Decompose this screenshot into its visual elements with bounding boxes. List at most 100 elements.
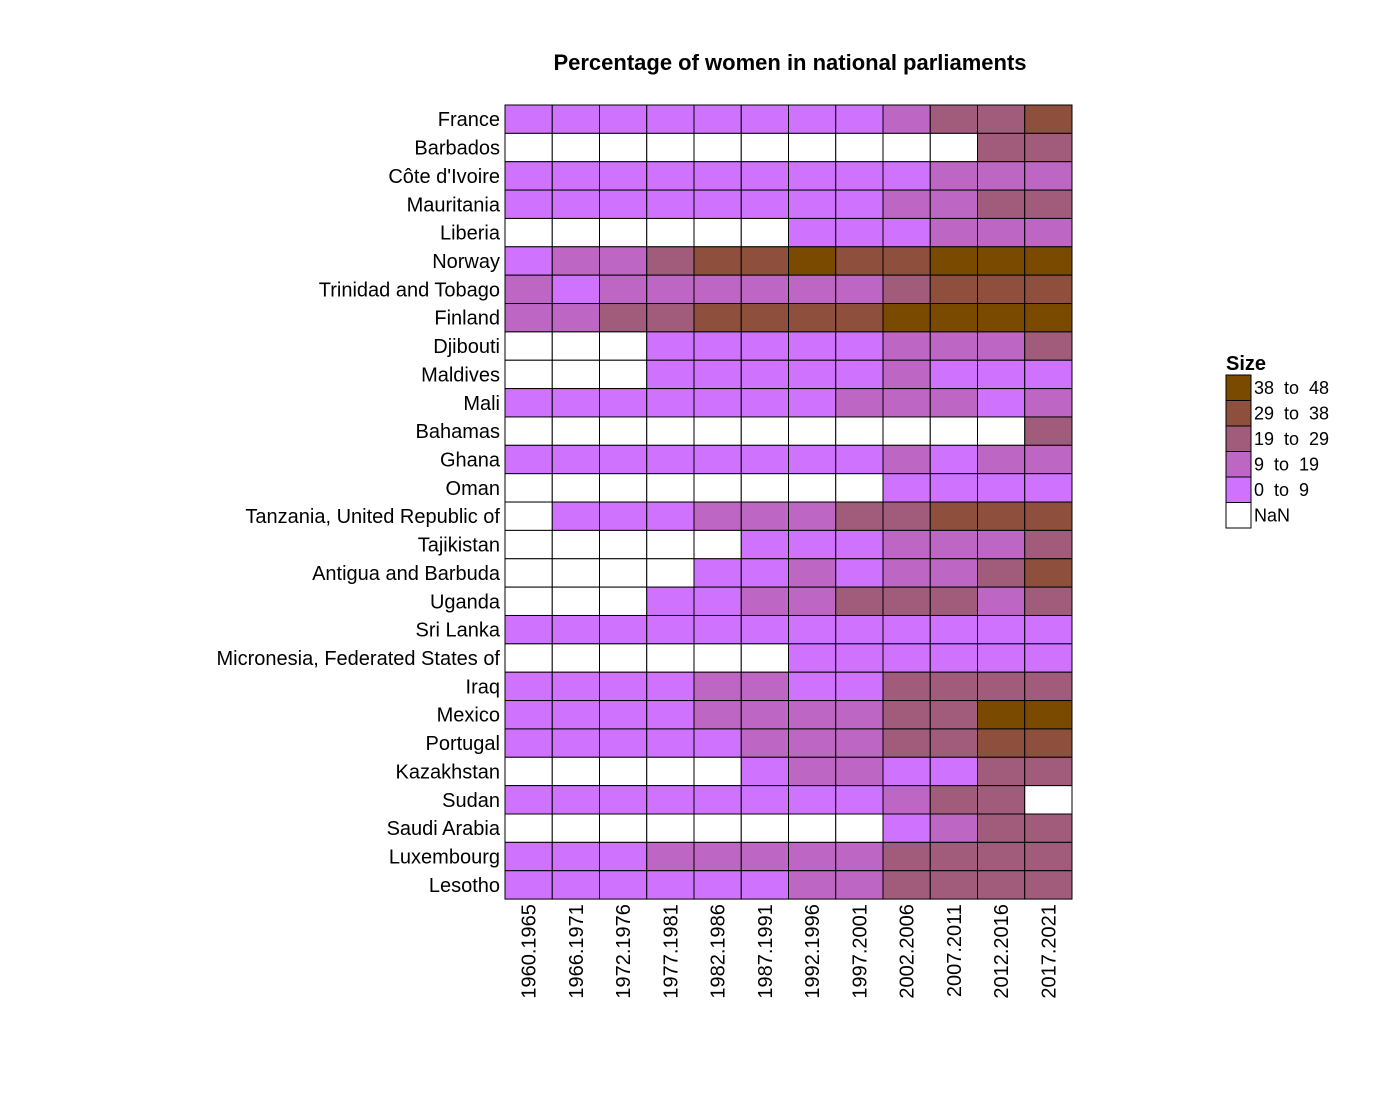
heatmap-cell <box>740 359 789 390</box>
heatmap-cell <box>646 388 695 418</box>
heatmap-cell <box>504 359 553 390</box>
row-label: Tanzania, United Republic of <box>245 506 500 528</box>
heatmap-cell <box>740 614 789 645</box>
heatmap-cell <box>693 671 742 702</box>
heatmap-cell <box>929 303 978 333</box>
heatmap-cell <box>693 728 742 758</box>
heatmap-cell <box>504 614 553 645</box>
heatmap-cell <box>835 331 884 361</box>
heatmap-cell <box>1024 246 1073 276</box>
heatmap-cell <box>599 841 648 872</box>
heatmap-cell <box>929 558 978 588</box>
heatmap-cell <box>929 841 978 872</box>
heatmap-cell <box>599 331 648 361</box>
heatmap-cell <box>788 614 837 645</box>
legend-label: 19 to 29 <box>1254 429 1329 449</box>
heatmap-cell <box>599 189 648 219</box>
row-label: Maldives <box>421 364 500 386</box>
legend: Size 38 to 48 29 to 38 19 to 29 9 to 19 0 to … <box>1225 353 1329 529</box>
heatmap-cell <box>788 841 837 872</box>
heatmap-cell <box>693 813 742 843</box>
heatmap-cell <box>693 473 742 503</box>
heatmap-cell <box>1024 274 1073 305</box>
heatmap-cell <box>693 700 742 730</box>
heatmap-cell <box>599 728 648 758</box>
column-label: 1987.1991 <box>755 904 777 999</box>
heatmap-cell <box>882 359 931 390</box>
heatmap-cell <box>646 331 695 361</box>
heatmap-cell <box>693 614 742 645</box>
heatmap-cell <box>504 756 553 787</box>
heatmap-cell <box>977 104 1026 134</box>
heatmap-cell <box>835 416 884 446</box>
heatmap-cell <box>835 728 884 758</box>
heatmap-cell <box>599 473 648 503</box>
heatmap-cell <box>882 756 931 787</box>
heatmap-cell <box>740 444 789 475</box>
legend-swatch <box>1225 451 1252 478</box>
heatmap-cell <box>599 558 648 588</box>
heatmap-cell <box>599 416 648 446</box>
heatmap-cell <box>646 728 695 758</box>
row-label: Sri Lanka <box>416 620 501 642</box>
heatmap-cell <box>599 529 648 560</box>
heatmap-cell <box>693 444 742 475</box>
heatmap-cell <box>882 841 931 872</box>
row-label: Djibouti <box>433 336 500 358</box>
heatmap-cell <box>835 785 884 815</box>
heatmap-cell <box>882 331 931 361</box>
heatmap-cell <box>835 558 884 588</box>
legend-label: 38 to 48 <box>1254 378 1329 398</box>
row-label: Lesotho <box>429 875 500 897</box>
heatmap-cell <box>599 785 648 815</box>
heatmap-cell <box>788 813 837 843</box>
heatmap-cell <box>835 756 884 787</box>
heatmap-cell <box>740 700 789 730</box>
heatmap-cell <box>835 529 884 560</box>
heatmap-cell <box>788 586 837 616</box>
heatmap-cell <box>693 246 742 276</box>
heatmap-cell <box>788 161 837 191</box>
heatmap-cell <box>599 700 648 730</box>
heatmap-cell <box>1024 728 1073 758</box>
heatmap-cell <box>551 728 600 758</box>
heatmap-cell <box>1024 473 1073 503</box>
heatmap-cell <box>551 785 600 815</box>
heatmap-cell <box>599 359 648 390</box>
heatmap-cell <box>740 841 789 872</box>
heatmap-cell <box>977 558 1026 588</box>
heatmap-cell <box>977 671 1026 702</box>
heatmap-cell <box>1024 841 1073 872</box>
heatmap-cell <box>504 331 553 361</box>
heatmap-cell <box>882 217 931 248</box>
heatmap-cell <box>882 444 931 475</box>
heatmap-cell <box>740 728 789 758</box>
heatmap-cell <box>788 558 837 588</box>
heatmap-cell <box>882 501 931 531</box>
heatmap-cell <box>504 728 553 758</box>
heatmap-cell <box>788 529 837 560</box>
heatmap-cell <box>788 331 837 361</box>
heatmap-cell <box>835 444 884 475</box>
legend-swatch <box>1225 476 1252 503</box>
heatmap-cell <box>929 728 978 758</box>
heatmap-cell <box>835 614 884 645</box>
heatmap-cell <box>504 217 553 248</box>
heatmap-cell <box>693 529 742 560</box>
heatmap-cell <box>929 813 978 843</box>
heatmap-cell <box>977 586 1026 616</box>
heatmap-cell <box>740 473 789 503</box>
heatmap-cell <box>977 132 1026 163</box>
row-label: Luxembourg <box>389 847 500 869</box>
legend-swatch <box>1225 400 1252 427</box>
heatmap-cell <box>882 274 931 305</box>
heatmap-cell <box>504 841 553 872</box>
heatmap-cell <box>693 643 742 673</box>
heatmap-cell <box>693 416 742 446</box>
heatmap-cell <box>646 246 695 276</box>
heatmap-cell <box>693 104 742 134</box>
heatmap-cell <box>882 586 931 616</box>
heatmap-cell <box>977 303 1026 333</box>
row-label: Mauritania <box>407 194 501 216</box>
row-label: Iraq <box>466 676 500 698</box>
